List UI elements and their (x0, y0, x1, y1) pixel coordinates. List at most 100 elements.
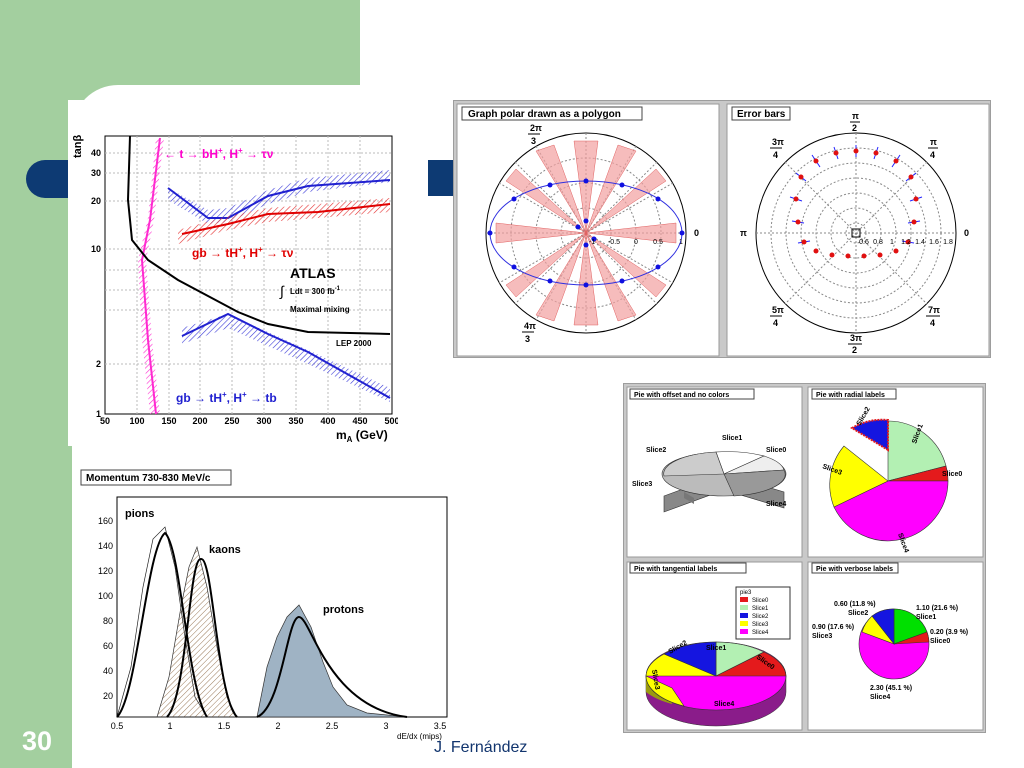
svg-text:Slice2: Slice2 (752, 614, 769, 620)
momentum-title: Momentum 730-830 MeV/c (86, 473, 211, 484)
pie-verbose-chart: 0.60 (11.8 %)Slice2 1.10 (21.6 %)Slice1 … (812, 601, 968, 701)
svg-text:1: 1 (96, 409, 101, 419)
svg-text:80: 80 (103, 616, 113, 626)
pie-offset-chart: Slice1 Slice0 Slice2 Slice3 Slice4 (632, 435, 786, 513)
svg-text:Slice1: Slice1 (916, 614, 936, 621)
svg-text:4: 4 (773, 318, 778, 328)
svg-text:0.60 (11.8 %): 0.60 (11.8 %) (834, 601, 876, 608)
svg-text:1: 1 (167, 721, 172, 731)
svg-text:Slice1: Slice1 (722, 435, 742, 442)
svg-text:2: 2 (275, 721, 280, 731)
svg-text:4: 4 (930, 150, 935, 160)
pions-label: pions (125, 508, 154, 520)
svg-text:Slice2: Slice2 (848, 610, 868, 617)
svg-text:4: 4 (930, 318, 935, 328)
svg-text:Slice2: Slice2 (646, 447, 666, 454)
svg-text:2.5: 2.5 (326, 721, 339, 731)
svg-text:0: 0 (634, 239, 638, 246)
svg-text:Slice4: Slice4 (766, 501, 786, 508)
svg-text:2: 2 (96, 359, 101, 369)
svg-text:1.5: 1.5 (218, 721, 231, 731)
svg-text:50: 50 (100, 416, 110, 426)
svg-text:350: 350 (288, 416, 303, 426)
svg-text:∫: ∫ (279, 283, 285, 299)
svg-text:0.90 (17.6 %): 0.90 (17.6 %) (812, 624, 854, 631)
svg-text:200: 200 (192, 416, 207, 426)
momentum-histogram: Momentum 730-830 MeV/c 160 140 120 100 80 60 4… (77, 467, 469, 742)
pie-radial-chart: Slice1 Slice0 Slice3 Slice4 Slice2 (821, 406, 962, 554)
svg-text:100: 100 (98, 591, 113, 601)
svg-text:Slice3: Slice3 (812, 633, 832, 640)
svg-text:500: 500 (384, 416, 398, 426)
svg-text:120: 120 (98, 566, 113, 576)
svg-text:3π: 3π (772, 137, 784, 147)
svg-text:-0.5: -0.5 (608, 239, 620, 246)
svg-text:π: π (852, 111, 859, 121)
svg-text:pie3: pie3 (740, 590, 752, 596)
y-axis-label: tanβ (72, 135, 84, 159)
svg-text:π: π (740, 228, 747, 238)
svg-text:0.20 (3.9 %): 0.20 (3.9 %) (930, 629, 968, 636)
pie-offset-title: Pie with offset and no colors (634, 392, 729, 399)
svg-text:7π: 7π (928, 305, 940, 315)
svg-text:Slice0: Slice0 (766, 447, 786, 454)
polar-canvas: Graph polar drawn as a polygon Error bar… (453, 100, 991, 358)
svg-text:Slice0: Slice0 (752, 598, 769, 604)
svg-text:1.4: 1.4 (915, 239, 925, 246)
title-bar-right (428, 160, 454, 196)
svg-text:Slice4: Slice4 (870, 694, 890, 701)
svg-text:60: 60 (103, 641, 113, 651)
svg-text:40: 40 (91, 148, 101, 158)
author-footer: J. Fernández (434, 739, 528, 756)
svg-text:450: 450 (352, 416, 367, 426)
svg-text:π: π (930, 137, 937, 147)
svg-text:250: 250 (224, 416, 239, 426)
svg-text:100: 100 (129, 416, 144, 426)
svg-text:Slice0: Slice0 (930, 638, 950, 645)
svg-text:0.5: 0.5 (653, 239, 663, 246)
svg-text:1: 1 (679, 239, 683, 246)
svg-text:5π: 5π (772, 305, 784, 315)
pie-tangential-chart: pie3 Slice0 Slice1 Slice2 Slice3 Slice4 … (645, 586, 791, 727)
atlas-exclusion-plot: tanβ 40 30 20 10 2 1 50 100 150 200 250 300 350 400 4… (68, 100, 400, 446)
kaons-label: kaons (209, 544, 241, 556)
svg-text:Slice0: Slice0 (942, 471, 962, 478)
svg-text:0.5: 0.5 (111, 721, 124, 731)
polar-title: Graph polar drawn as a polygon (468, 109, 621, 120)
svg-text:Slice4: Slice4 (714, 701, 734, 708)
error-title: Error bars (737, 109, 786, 120)
svg-text:150: 150 (161, 416, 176, 426)
svg-text:140: 140 (98, 541, 113, 551)
svg-text:4: 4 (773, 150, 778, 160)
svg-text:400: 400 (320, 416, 335, 426)
x-axis-label: mA (GeV) (336, 428, 388, 444)
polar-polygon-plot: 2π 3 4π 3 0 -1 -0.5 0 0.5 1 (485, 123, 699, 344)
svg-text:300: 300 (256, 416, 271, 426)
lumi-label: Ldt = 300 fb-1 (290, 286, 341, 296)
svg-text:3.5: 3.5 (434, 721, 447, 731)
svg-text:1.8: 1.8 (943, 239, 953, 246)
svg-text:1.6: 1.6 (929, 239, 939, 246)
svg-text:1: 1 (890, 239, 894, 246)
page-number: 30 (22, 726, 53, 756)
svg-text:1.2: 1.2 (901, 239, 911, 246)
svg-text:0: 0 (964, 228, 969, 238)
svg-text:0.6: 0.6 (859, 239, 869, 246)
svg-text:20: 20 (103, 691, 113, 701)
pie-radial-title: Pie with radial labels (816, 392, 885, 399)
pie-verbose-title: Pie with verbose labels (816, 566, 893, 573)
svg-text:1.10 (21.6 %): 1.10 (21.6 %) (916, 605, 958, 612)
svg-text:2.30 (45.1 %): 2.30 (45.1 %) (870, 685, 912, 692)
svg-text:30: 30 (91, 168, 101, 178)
momentum-xlabel: dE/dx (mips) (397, 732, 442, 741)
svg-text:Slice1: Slice1 (752, 606, 769, 612)
svg-text:10: 10 (91, 244, 101, 254)
lep-label: LEP 2000 (336, 339, 372, 348)
svg-text:0: 0 (694, 228, 699, 238)
svg-text:40: 40 (103, 666, 113, 676)
svg-text:0.8: 0.8 (873, 239, 883, 246)
svg-text:Slice1: Slice1 (706, 645, 726, 652)
label-bot-decay: gb → tH+, H+ → tb (176, 390, 277, 405)
svg-text:3π: 3π (850, 333, 862, 343)
mixing-label: Maximal mixing (290, 305, 350, 314)
